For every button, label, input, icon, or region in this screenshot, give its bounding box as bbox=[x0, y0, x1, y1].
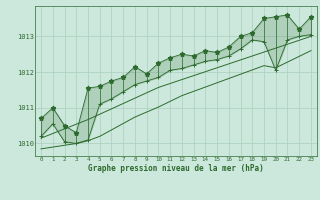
X-axis label: Graphe pression niveau de la mer (hPa): Graphe pression niveau de la mer (hPa) bbox=[88, 164, 264, 173]
